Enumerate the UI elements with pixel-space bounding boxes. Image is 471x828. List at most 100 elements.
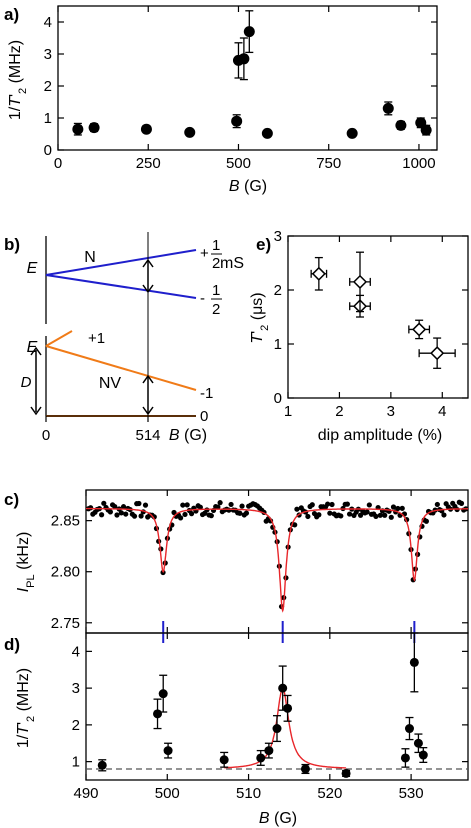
data-point-c [305,513,311,520]
data-point-e [412,322,427,337]
y-axis-d-tick-label: 4 [72,643,80,660]
data-point-c [107,509,113,515]
data-point-c [373,513,379,519]
data-point-a [346,127,358,139]
data-point-c [99,512,105,518]
data-point-c [434,501,440,508]
x-axis-a-tick-label: 250 [136,155,161,172]
x-axis-e-tick-label: 4 [438,403,446,420]
data-point-c [294,506,300,512]
data-point-d [404,724,414,734]
data-point-a [261,127,273,139]
x-axis-a-tick-label: 500 [226,155,251,172]
nv-level-minus [45,345,197,391]
panel-label-e: e) [256,235,271,254]
data-point-a [420,124,432,136]
plot-frame-e [287,235,469,399]
y-axis-e-tick-label: 0 [274,390,282,407]
data-point-c [120,504,127,510]
data-point-c [382,512,388,518]
data-point-c [441,512,447,518]
n-level-plus [45,249,197,276]
data-point-c [316,512,322,518]
data-point-a [238,53,250,65]
y-axis-title-d: 1/T'2 (MHz) [15,668,37,748]
data-point-c [357,512,364,518]
data-point-d [278,683,288,693]
x-axis-title-e: dip amplitude (%) [318,427,443,444]
data-point-d [300,764,310,774]
data-point-a [184,126,196,138]
y-axis-a-tick-label: 2 [44,78,52,95]
x-axis-e-tick-label: 1 [284,403,292,420]
data-point-c [364,509,370,515]
ms-header: mS [220,255,244,272]
data-point-c [292,522,298,528]
b-axis-tick-label: 0 [42,427,50,444]
data-point-c [325,501,331,507]
y-axis-a-tick-label: 3 [44,46,52,63]
data-point-c [309,502,315,508]
data-point-d [413,738,423,748]
data-point-c [329,501,335,508]
d-label: D [21,374,32,391]
level-frac: 2 [212,301,220,318]
y-axis-d-tick-label: 3 [72,680,80,697]
nv-level-plus [45,330,73,347]
data-point-c [188,511,195,517]
data-point-d [153,709,163,719]
data-point-d [418,750,428,760]
panel-label-a: a) [4,5,19,24]
level-sign: - [200,290,205,307]
panel-label-d: d) [4,635,20,654]
y-axis-c-tick-label: 2.75 [51,615,80,632]
data-point-c [377,512,383,518]
nv-level-label: +1 [88,330,105,347]
data-point-c [184,502,190,508]
data-point-d [272,724,282,734]
nv-label: NV [99,375,122,392]
x-axis-a-tick-label: 750 [316,155,341,172]
data-point-c [346,511,353,517]
x-axis-d-tick-label: 530 [399,785,424,802]
nv-level-label: 0 [200,408,208,425]
data-point-d [163,746,173,756]
data-point-c [458,500,465,506]
x-axis-a-tick-label: 0 [54,155,62,172]
data-point-a [382,102,394,114]
data-point-d [341,768,351,778]
data-point-c [327,510,333,516]
panel-label-b: b) [4,235,20,254]
level-frac: 1 [212,282,220,299]
data-point-c [399,505,405,511]
n-label: N [84,249,96,266]
data-point-e [352,274,368,289]
y-axis-e-tick-label: 3 [274,228,282,245]
data-point-c [395,505,401,512]
y-axis-e-tick-label: 1 [274,336,282,353]
data-point-c [123,511,129,517]
fit-curve-c [86,507,468,613]
data-point-c [217,500,223,506]
data-point-c [114,512,120,518]
x-axis-a-tick-label: 1000 [402,155,435,172]
data-point-c [182,511,188,518]
x-axis-d-tick-label: 500 [155,785,180,802]
data-point-d [400,753,410,763]
x-axis-e-tick-label: 2 [335,403,343,420]
e-label-n: E [27,260,38,277]
b-axis-title: B (G) [169,427,207,444]
data-point-c [239,503,245,509]
data-point-d [409,657,419,667]
data-point-c [243,510,250,516]
data-point-a [231,115,243,127]
data-point-a [72,123,84,135]
y-axis-a-tick-label: 4 [44,14,52,31]
y-axis-title-a: 1/T'2 (MHz) [7,40,29,120]
data-point-c [215,504,221,510]
data-point-c [136,500,142,507]
x-axis-title-d: B (G) [259,810,297,827]
data-point-c [366,502,372,508]
x-axis-e-tick-label: 3 [387,403,395,420]
